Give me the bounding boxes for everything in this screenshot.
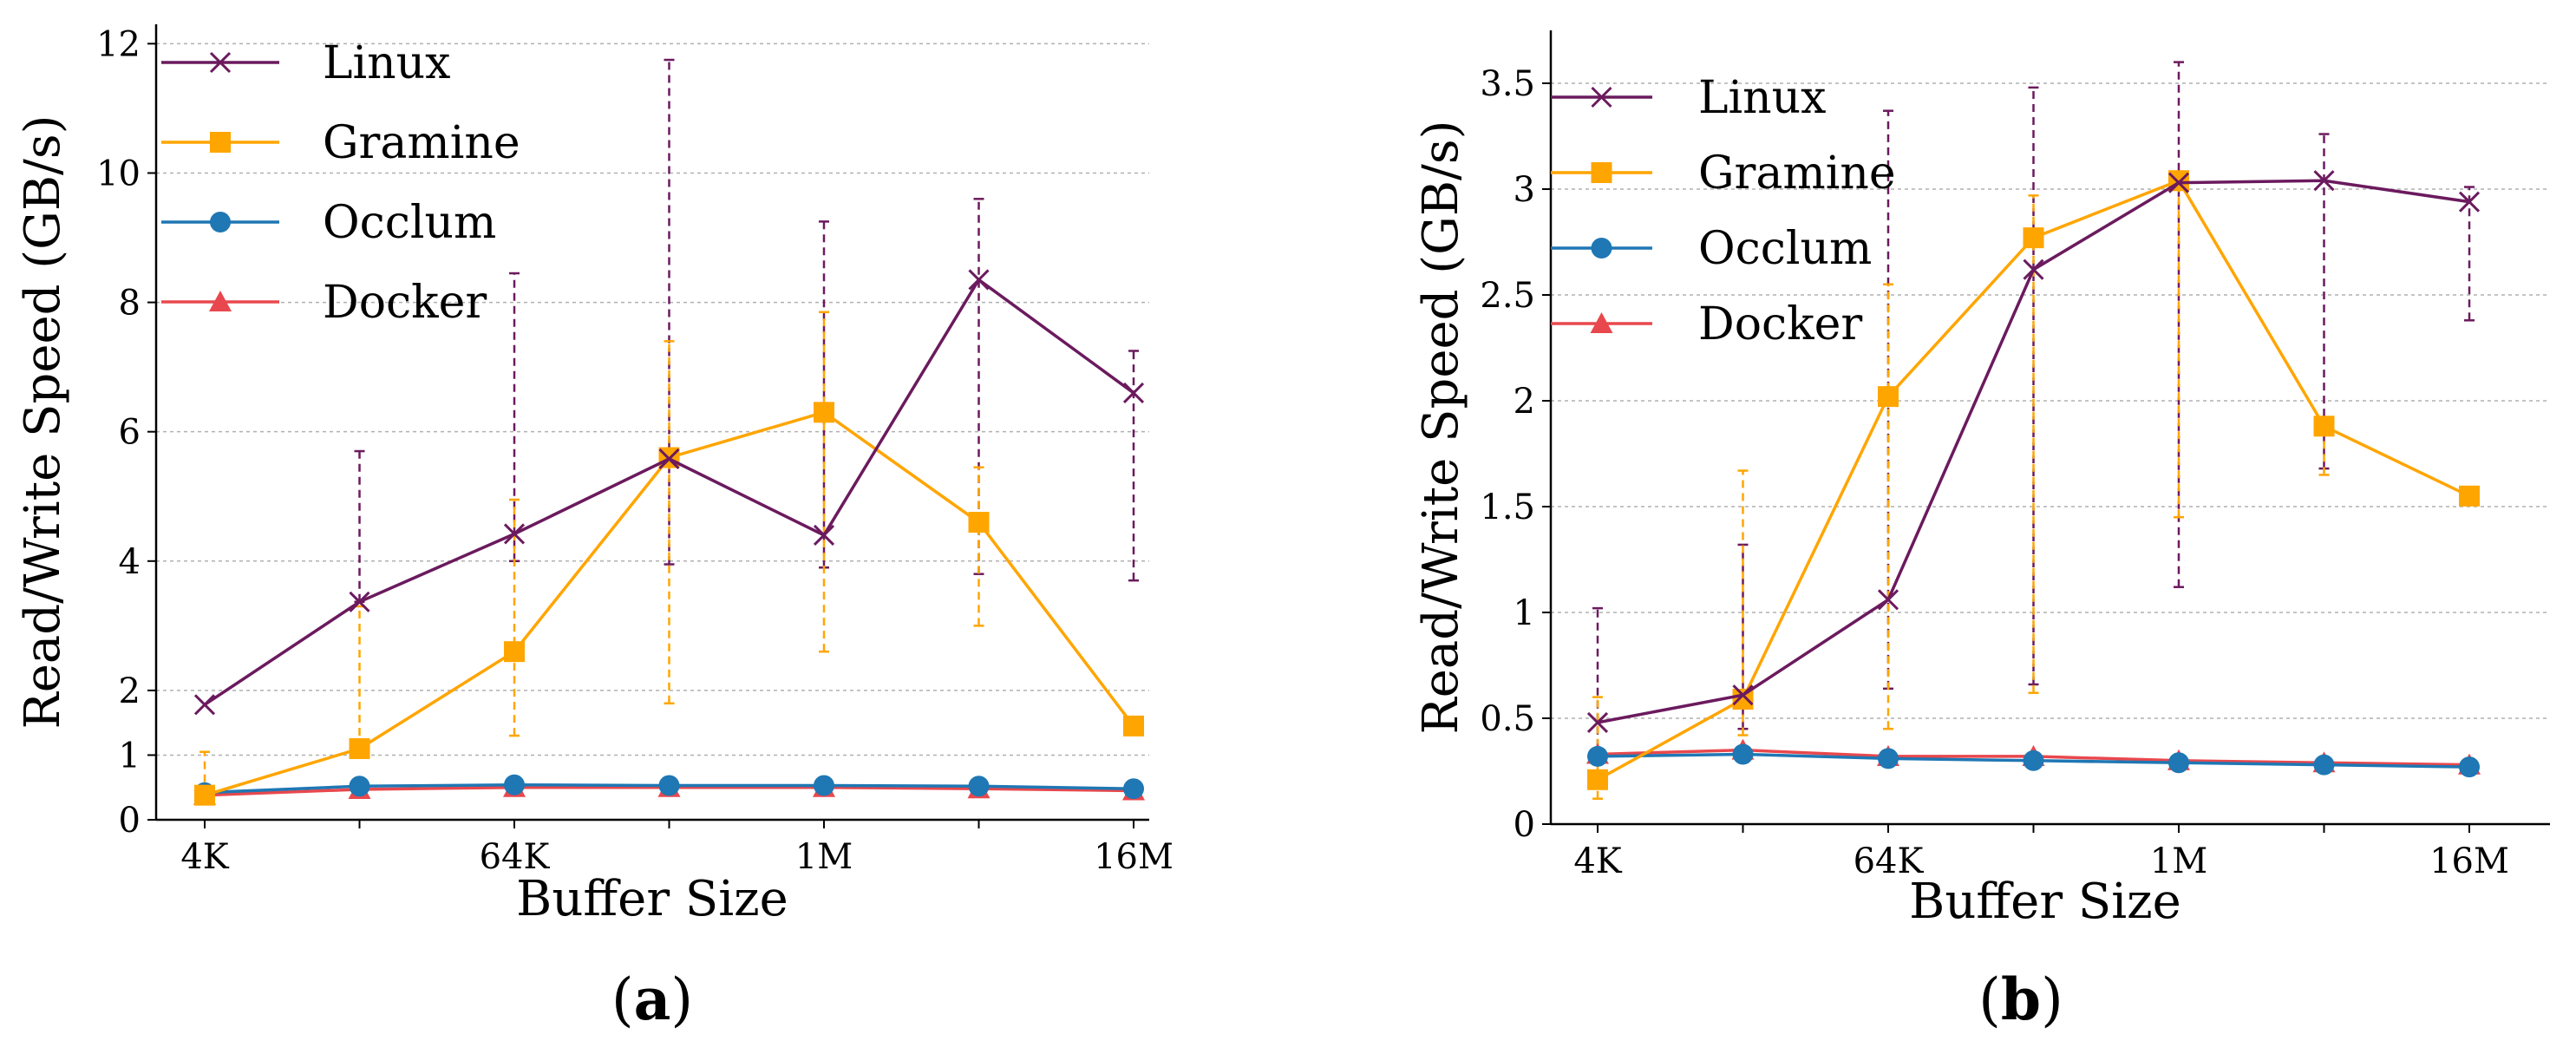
data-point-linux — [2458, 191, 2481, 213]
data-point-occlum — [1878, 748, 1899, 769]
data-point-gramine — [2459, 485, 2480, 507]
panel-label: (a) — [611, 966, 693, 1033]
legend-marker-docker — [1590, 312, 1613, 334]
data-point-gramine — [968, 512, 990, 534]
y-tick-label: 12 — [96, 24, 141, 64]
data-point-gramine — [194, 784, 215, 806]
panel-label-close: ) — [2041, 966, 2063, 1033]
legend: Linux Gramine Occlum Docker — [1551, 72, 1896, 350]
x-tick-label: 64K — [480, 837, 551, 877]
y-tick-label: 10 — [96, 154, 141, 193]
legend-marker-occlum — [1591, 238, 1612, 259]
legend-label-occlum: Occlum — [1698, 223, 1872, 275]
panel-label-close: ) — [670, 966, 693, 1033]
legend-label-linux: Linux — [323, 37, 450, 89]
y-axis-title: Read/Write Speed (GB/s) — [15, 115, 71, 730]
data-point-gramine — [2313, 416, 2335, 437]
y-tick-label: 1.5 — [1480, 488, 1535, 527]
panel-label-open: ( — [611, 966, 634, 1033]
data-point-linux — [1122, 382, 1145, 404]
data-point-linux — [813, 524, 835, 547]
x-axis-title: Buffer Size — [516, 871, 788, 927]
legend-label-docker: Docker — [1698, 298, 1862, 350]
x-tick-label: 16M — [1094, 837, 1174, 877]
data-point-gramine — [814, 402, 834, 423]
panel-label-letter: b — [2001, 966, 2041, 1033]
chart-panel-b: 0 0.5 1 1.5 2 2.5 3 3.5 4K 64K 1M 16M Buffer Size Rea… — [1413, 30, 2550, 1033]
legend-marker-docker — [209, 291, 232, 312]
data-point-gramine — [2023, 227, 2044, 249]
data-point-linux — [349, 591, 370, 612]
data-point-linux — [1877, 589, 1899, 611]
legend-label-gramine: Gramine — [323, 117, 520, 169]
data-point-linux — [503, 523, 526, 545]
y-tick-label: 6 — [119, 413, 141, 453]
data-point-occlum — [1587, 745, 1608, 767]
y-tick-label: 2 — [119, 671, 141, 711]
data-point-occlum — [968, 776, 990, 797]
panel-label-open: ( — [1978, 966, 2001, 1033]
x-tick-label: 1M — [795, 837, 853, 877]
legend-label-docker: Docker — [323, 277, 487, 329]
y-tick-label: 2 — [1514, 382, 1535, 422]
data-point-gramine — [1123, 715, 1144, 736]
legend-marker-gramine — [1591, 162, 1612, 183]
x-tick-label: 64K — [1854, 841, 1925, 881]
x-tick-label: 1M — [2150, 841, 2207, 881]
data-point-linux — [968, 269, 990, 291]
data-point-occlum — [2023, 750, 2044, 771]
data-point-occlum — [504, 774, 525, 795]
x-tick-label: 4K — [180, 837, 229, 877]
panel-label: (b) — [1978, 966, 2063, 1033]
x-tick-label: 16M — [2429, 841, 2509, 881]
data-point-occlum — [2313, 754, 2335, 776]
data-point-occlum — [814, 775, 834, 796]
legend-label-linux: Linux — [1698, 72, 1826, 124]
data-point-occlum — [1123, 778, 1144, 800]
y-tick-label: 3.5 — [1480, 64, 1535, 104]
y-tick-label: 0 — [1514, 805, 1535, 845]
x-tick-label: 4K — [1573, 841, 1622, 881]
y-tick-label: 0 — [119, 801, 141, 841]
data-point-linux — [2167, 172, 2190, 193]
legend-label-occlum: Occlum — [323, 197, 496, 249]
legend-marker-occlum — [210, 212, 231, 232]
data-point-occlum — [1732, 743, 1754, 765]
data-point-gramine — [1878, 386, 1899, 408]
data-point-linux — [1586, 711, 1609, 733]
legend-marker-linux — [209, 51, 232, 74]
legend: Linux Gramine Occlum Docker — [161, 37, 520, 329]
data-point-occlum — [349, 776, 370, 797]
data-point-gramine — [504, 641, 525, 663]
data-point-occlum — [2168, 752, 2189, 774]
data-point-linux — [193, 694, 216, 716]
x-axis-title: Buffer Size — [1909, 874, 2181, 930]
y-tick-label: 0.5 — [1480, 699, 1535, 739]
y-tick-label: 1 — [119, 736, 141, 776]
data-point-gramine — [349, 737, 370, 759]
data-point-linux — [658, 448, 680, 470]
data-point-linux — [2313, 170, 2335, 192]
y-tick-label: 1 — [1514, 593, 1535, 633]
legend-marker-gramine — [210, 132, 231, 153]
legend-label-gramine: Gramine — [1698, 147, 1896, 200]
data-point-gramine — [1587, 769, 1608, 790]
data-point-occlum — [658, 775, 680, 796]
data-point-linux — [2023, 259, 2044, 280]
data-point-occlum — [2459, 756, 2480, 778]
y-tick-label: 3 — [1514, 170, 1535, 210]
legend-marker-linux — [1591, 86, 1612, 108]
y-axis-title: Read/Write Speed (GB/s) — [1413, 121, 1469, 735]
data-point-linux — [1732, 684, 1754, 706]
panel-label-letter: a — [634, 966, 671, 1033]
y-tick-label: 2.5 — [1480, 276, 1535, 316]
data-point-gramine — [1732, 689, 1754, 710]
y-tick-label: 4 — [119, 542, 141, 582]
y-tick-label: 8 — [119, 284, 141, 324]
